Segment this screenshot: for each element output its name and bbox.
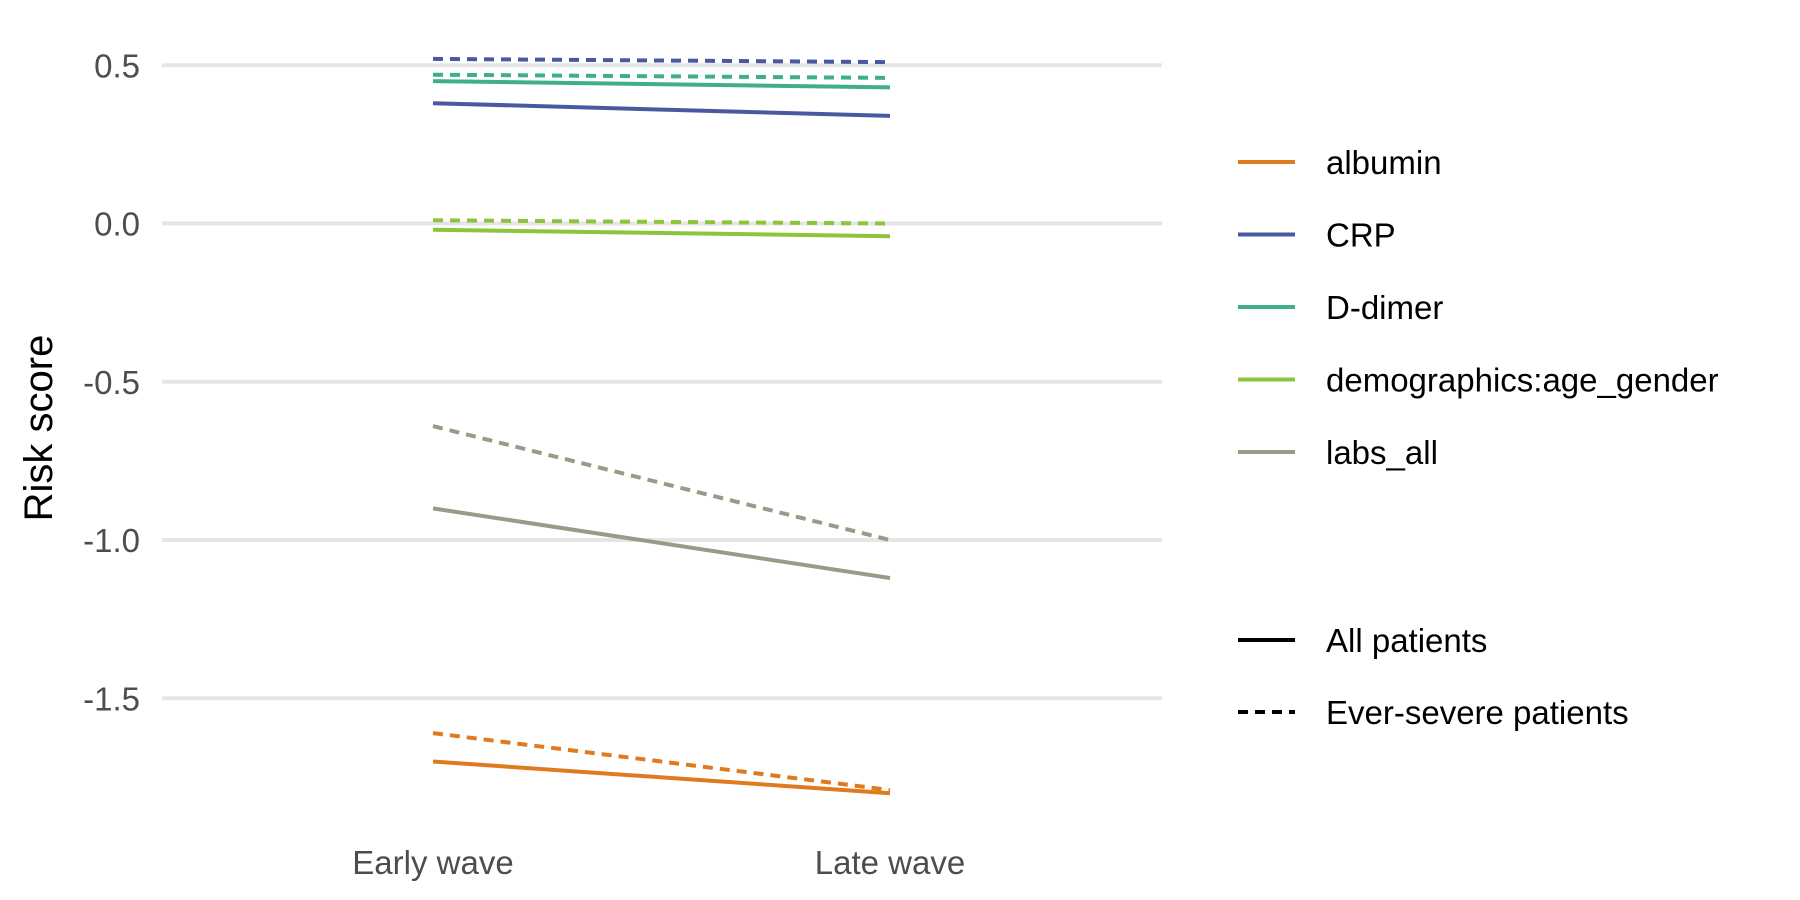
legend-label: demographics:age_gender (1326, 362, 1719, 399)
x-tick-label: Late wave (815, 844, 965, 881)
legend-label: D-dimer (1326, 289, 1443, 326)
series-line-crp-all-patients (432, 101, 891, 118)
series-line-crp-ever-severe (432, 56, 891, 65)
legend-label: albumin (1326, 144, 1442, 181)
legend-label: CRP (1326, 217, 1396, 254)
legend-label: All patients (1326, 622, 1487, 659)
series-line-labs-all-all-patients (432, 506, 891, 580)
gridlines (162, 63, 1162, 701)
series-line-d-dimer-ever-severe (432, 72, 891, 80)
series-line-d-dimer-all-patients (432, 79, 891, 90)
series-line-demographics-age-gender-all-patients (432, 227, 891, 239)
y-axis-ticks: 0.5 0.0 -0.5 -1.0 -1.5 (83, 47, 140, 717)
series-lines (432, 56, 891, 796)
x-axis-ticks: Early wave Late wave (352, 844, 965, 881)
series-line-albumin-ever-severe (432, 731, 891, 792)
legend-label: Ever-severe patients (1326, 694, 1629, 731)
series-line-demographics-age-gender-ever-severe (432, 218, 891, 226)
legend: albumin CRP D-dimer demographics:age_gender… (1238, 144, 1719, 731)
series-line-albumin-all-patients (432, 759, 891, 796)
series-line-labs-all-ever-severe (432, 424, 891, 542)
y-tick-label: -1.0 (83, 522, 140, 559)
y-tick-label: 0.0 (94, 206, 140, 243)
y-tick-label: -1.5 (83, 680, 140, 717)
y-tick-label: 0.5 (94, 47, 140, 84)
legend-label: labs_all (1326, 434, 1438, 471)
y-axis-title: Risk score (17, 335, 61, 522)
x-tick-label: Early wave (352, 844, 513, 881)
y-tick-label: -0.5 (83, 364, 140, 401)
